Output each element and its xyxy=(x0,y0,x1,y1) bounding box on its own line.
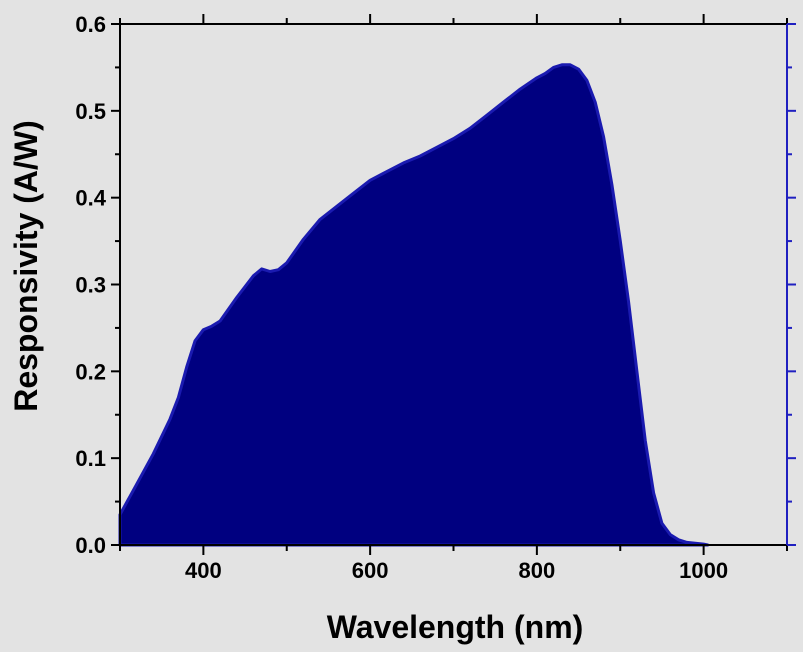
y-tick-label: 0.3 xyxy=(75,273,106,298)
y-tick-label: 0.1 xyxy=(75,446,106,471)
y-tick-label: 0.6 xyxy=(75,12,106,37)
x-tick-label: 600 xyxy=(352,558,389,583)
x-axis-title: Wavelength (nm) xyxy=(327,609,584,645)
x-tick-label: 800 xyxy=(519,558,556,583)
y-axis-title: Responsivity (A/W) xyxy=(8,120,44,412)
y-tick-label: 0.0 xyxy=(75,533,106,558)
y-tick-label: 0.2 xyxy=(75,359,106,384)
x-tick-label: 1000 xyxy=(679,558,728,583)
x-tick-label: 400 xyxy=(185,558,222,583)
y-tick-label: 0.4 xyxy=(75,186,106,211)
responsivity-area xyxy=(118,63,710,547)
y-tick-label: 0.5 xyxy=(75,99,106,124)
